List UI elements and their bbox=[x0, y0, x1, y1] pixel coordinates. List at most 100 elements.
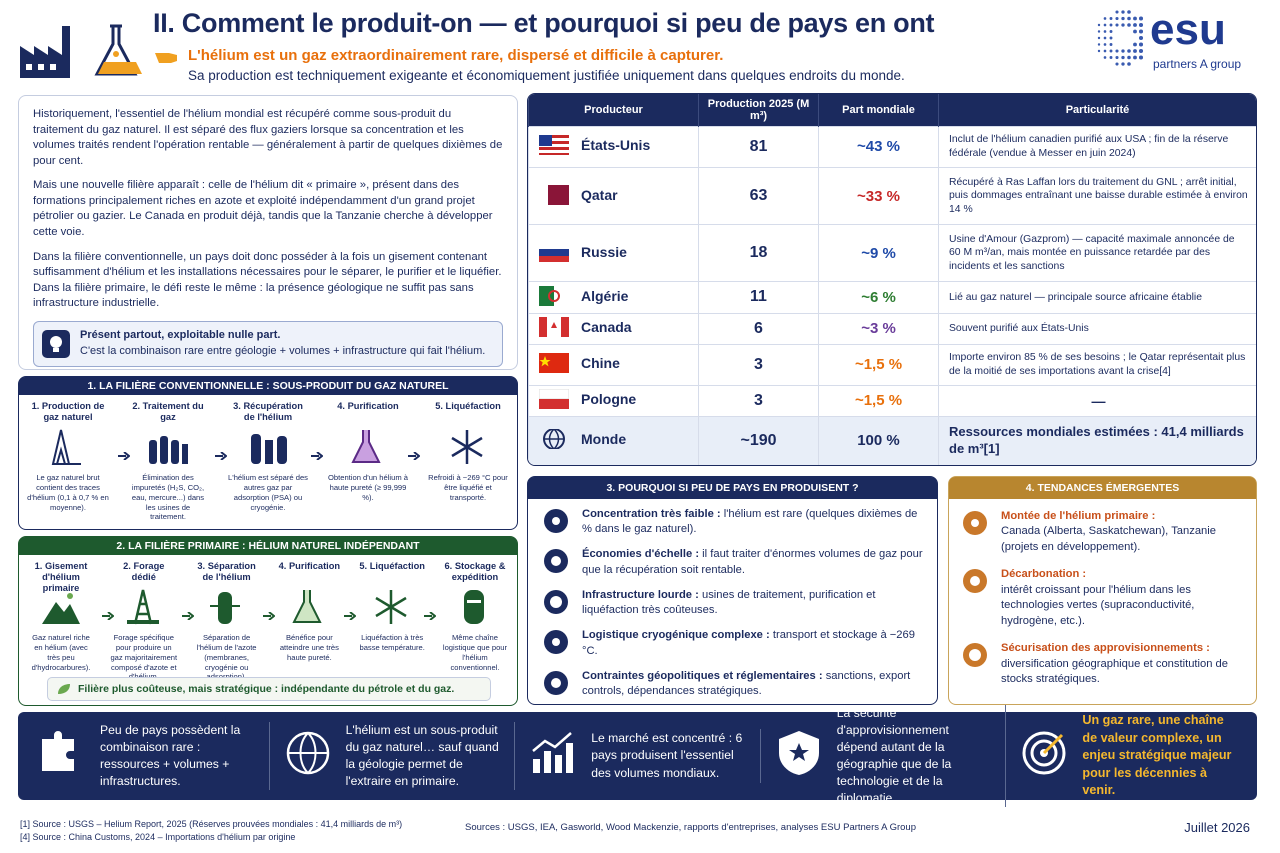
banner-item: Un gaz rare, une chaîne de valeur comple… bbox=[1006, 712, 1251, 800]
producer-name: Qatar bbox=[581, 186, 618, 203]
step-text: L'hélium est séparé des autres gaz par a… bbox=[228, 473, 308, 512]
note-cell: — bbox=[938, 384, 1256, 417]
list-item: Concentration très faible : l'hélium est… bbox=[542, 507, 923, 540]
note-text: Filière plus coûteuse, mais stratégique … bbox=[78, 683, 455, 695]
step-title: 4. Purification bbox=[278, 561, 341, 571]
icon bbox=[101, 611, 115, 621]
bulb-icon bbox=[42, 329, 70, 358]
item-icon bbox=[542, 588, 570, 621]
banner-icon bbox=[775, 729, 823, 782]
icon-shape bbox=[1138, 29, 1144, 34]
icon-shape bbox=[1127, 49, 1131, 53]
logo-name: esu bbox=[1150, 5, 1226, 54]
icon-shape bbox=[1127, 23, 1131, 27]
icon-shape bbox=[251, 434, 261, 464]
step-title: 5. Liquéfaction bbox=[435, 401, 501, 411]
icon bbox=[538, 388, 570, 410]
icon bbox=[408, 451, 421, 461]
icon-shape bbox=[1097, 43, 1101, 46]
item-body: il faut traiter d'énormes volumes de gaz… bbox=[582, 548, 923, 576]
icon-shape bbox=[544, 751, 552, 774]
icon-shape bbox=[182, 444, 188, 464]
step-text: Séparation de l'hélium de l'azote (membr… bbox=[196, 633, 257, 681]
icon-shape bbox=[1115, 49, 1119, 53]
item-body: transport et stockage à −269 °C. bbox=[582, 629, 915, 657]
item-text: Concentration très faible : l'hélium est… bbox=[582, 507, 923, 538]
icon-shape bbox=[263, 611, 276, 621]
item-label: Montée de l'hélium primaire : bbox=[1001, 510, 1156, 522]
section-title: 1. LA FILIÈRE CONVENTIONNELLE : SOUS-PRO… bbox=[19, 377, 517, 395]
icon-shape bbox=[155, 53, 177, 63]
icon bbox=[286, 732, 329, 775]
step: 1. Production de gaz naturel Le gaz natur… bbox=[27, 401, 109, 522]
share-cell: ~3 % bbox=[818, 312, 939, 345]
icon-shape bbox=[1115, 23, 1119, 27]
production-cell: 6 bbox=[698, 312, 819, 345]
icon-shape bbox=[1138, 22, 1144, 28]
step-icon bbox=[110, 587, 178, 627]
note-cell: Lié au gaz naturel — principale source a… bbox=[938, 281, 1256, 314]
note-cell: Usine d'Amour (Gazprom) — capacité maxim… bbox=[938, 224, 1256, 282]
icon-shape bbox=[1115, 55, 1119, 60]
list-item: Logistique cryogénique complexe : transp… bbox=[542, 628, 923, 661]
step: 3. Séparation de l'hélium Séparation de l… bbox=[193, 561, 261, 682]
icon-shape bbox=[126, 620, 159, 624]
table-row: Algérie 11 ~6 % Lié au gaz naturel — princi… bbox=[528, 281, 1256, 314]
flag bbox=[539, 135, 569, 158]
sources: Sources : USGS, IEA, Gasworld, Wood Mack… bbox=[465, 822, 916, 833]
list-item: Infrastructure lourde : usines de traite… bbox=[542, 588, 923, 621]
item-body: intérêt croissant pour l'hélium dans les… bbox=[1001, 583, 1195, 627]
icon bbox=[117, 451, 131, 461]
banner-item: La sécurité d'approvisionnement dépend a… bbox=[761, 704, 1007, 808]
icon-shape bbox=[539, 317, 547, 338]
share-cell: ~1,5 % bbox=[818, 343, 939, 386]
icon-shape bbox=[1133, 49, 1137, 53]
icon-shape bbox=[788, 743, 809, 762]
note-cell: Récupéré à Ras Laffan lors du traitement… bbox=[938, 166, 1256, 225]
paragraph: Mais une nouvelle filière apparaît : cel… bbox=[33, 179, 493, 239]
item-text: Économies d'échelle : il faut traiter d'… bbox=[582, 547, 923, 578]
icon-shape bbox=[160, 436, 168, 464]
icon bbox=[778, 731, 819, 776]
producer-cell: Chine bbox=[528, 343, 699, 386]
icon-shape bbox=[50, 64, 56, 70]
flag bbox=[539, 353, 569, 376]
item-body: sanctions, export controls, dépendances … bbox=[582, 669, 911, 698]
icon-shape bbox=[552, 638, 560, 647]
arrow bbox=[182, 607, 195, 621]
icon-shape bbox=[539, 153, 569, 156]
icon-shape bbox=[98, 62, 142, 74]
item-text: Logistique cryogénique complexe : transp… bbox=[582, 628, 923, 659]
note-cell: Souvent purifié aux États-Unis bbox=[938, 312, 1256, 345]
banner-icon bbox=[1020, 729, 1068, 783]
icon-shape bbox=[1109, 43, 1113, 46]
icon bbox=[424, 611, 437, 621]
step-title: 4. Purification bbox=[337, 401, 399, 411]
item-icon bbox=[961, 509, 989, 542]
logo-tagline: partners A group bbox=[1153, 57, 1242, 71]
step-title: 6. Stockage & expédition bbox=[444, 561, 506, 583]
item-text: Contraintes géopolitiques et réglementai… bbox=[582, 669, 923, 700]
icon-shape bbox=[1138, 16, 1144, 21]
icon bbox=[963, 511, 987, 535]
icon-shape bbox=[539, 356, 551, 367]
column-header: Part mondiale bbox=[818, 94, 939, 127]
item-text: Montée de l'hélium primaire : Canada (Alb… bbox=[1001, 509, 1244, 555]
icon-shape bbox=[113, 51, 119, 57]
item-label: Décarbonation : bbox=[1001, 568, 1087, 581]
icon-shape bbox=[1121, 16, 1125, 21]
share-cell: ~9 % bbox=[818, 224, 939, 282]
callout-body: C'est la combinaison rare entre géologie… bbox=[80, 344, 486, 357]
icon-shape bbox=[292, 590, 323, 623]
icon bbox=[311, 451, 324, 461]
column-header: Production 2025 (M m³) bbox=[698, 94, 819, 127]
column-header: Producteur bbox=[528, 94, 699, 127]
step-icon bbox=[358, 587, 426, 627]
producer-name: Chine bbox=[581, 355, 620, 372]
icon-shape bbox=[1127, 10, 1131, 14]
icon-shape bbox=[1109, 49, 1113, 53]
icon-shape bbox=[463, 590, 484, 624]
icon-shape bbox=[375, 590, 407, 624]
icon-shape bbox=[533, 759, 541, 774]
icon-shape bbox=[539, 147, 569, 151]
